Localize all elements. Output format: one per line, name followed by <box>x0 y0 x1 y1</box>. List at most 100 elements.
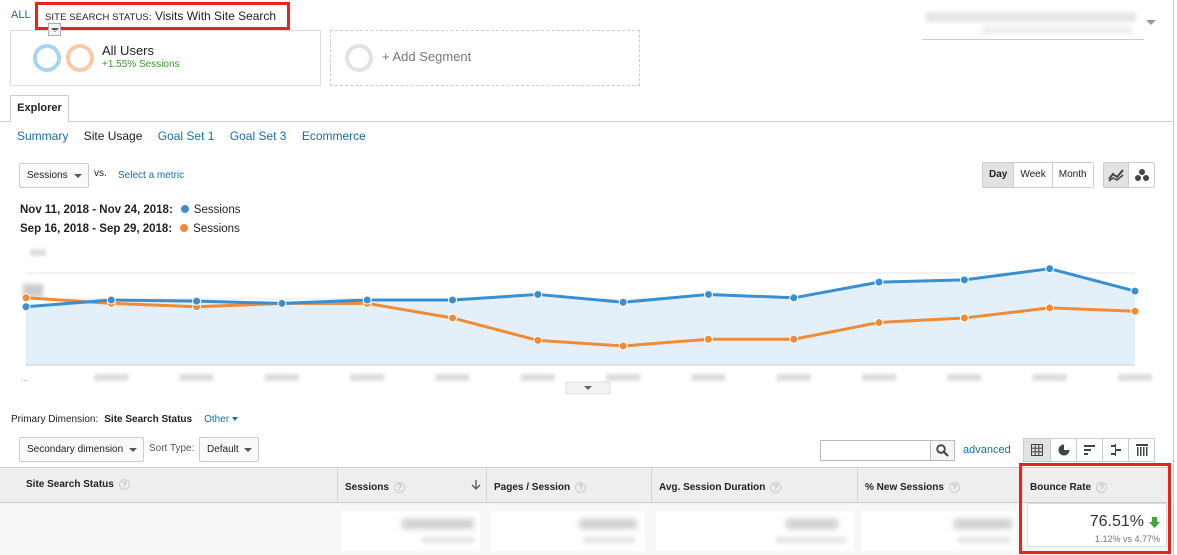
data-point <box>789 334 799 344</box>
subtab-summary[interactable]: Summary <box>17 129 69 143</box>
segment-ring-blue-icon <box>33 44 61 72</box>
segment-title: All Users <box>102 43 155 58</box>
data-point <box>789 293 799 303</box>
data-point <box>874 317 884 327</box>
chevron-down-icon <box>232 417 239 422</box>
subtab-goal-set-3[interactable]: Goal Set 3 <box>229 129 287 143</box>
subtab-goal-set-1[interactable]: Goal Set 1 <box>157 129 215 143</box>
data-point <box>1045 303 1055 313</box>
series-line <box>25 296 1136 348</box>
duration-total-cell <box>656 511 854 551</box>
legend-metric: Sessions <box>193 204 241 216</box>
data-point <box>959 313 969 323</box>
x-tick-label <box>947 374 982 381</box>
legend-range: Nov 11, 2018 - Nov 24, 2018: <box>20 204 173 216</box>
data-point <box>362 295 372 305</box>
arrow-down-icon <box>1149 517 1160 528</box>
segment-all-users[interactable]: All Users +1.55% Sessions <box>10 30 321 86</box>
percentage-view-button[interactable] <box>1050 439 1076 461</box>
sort-type-select[interactable]: Default <box>199 437 259 462</box>
month-button[interactable]: Month <box>1051 163 1093 187</box>
help-icon[interactable]: ? <box>1096 482 1108 493</box>
all-segments-link[interactable]: ALL <box>11 9 31 21</box>
line-chart-button[interactable] <box>1104 163 1130 187</box>
performance-view-button[interactable] <box>1076 439 1102 461</box>
x-tick-label <box>862 374 897 381</box>
data-point <box>874 277 884 287</box>
legend-item-previous: Sep 16, 2018 - Sep 29, 2018: Sessions <box>20 223 240 235</box>
data-view-button[interactable] <box>1024 439 1050 461</box>
x-tick-label <box>520 374 555 381</box>
other-dimension-link[interactable]: Other <box>204 414 230 425</box>
help-icon[interactable]: ? <box>393 482 405 493</box>
search-icon <box>936 444 949 457</box>
data-point <box>703 334 713 344</box>
column-bounce-rate[interactable]: Bounce Rate? <box>1022 468 1172 502</box>
data-point <box>1045 264 1055 274</box>
x-tick-label <box>1118 374 1152 381</box>
week-button[interactable]: Week <box>1013 163 1052 187</box>
legend-item-current: Nov 11, 2018 - Nov 24, 2018: Sessions <box>20 204 240 216</box>
pivot-view-button[interactable] <box>1128 439 1154 461</box>
metric-select[interactable]: Sessions <box>19 163 89 188</box>
legend-dot-orange-icon <box>180 224 189 232</box>
comparison-view-button[interactable] <box>1102 439 1128 461</box>
tab-explorer[interactable]: Explorer <box>10 95 69 122</box>
help-icon[interactable]: ? <box>948 482 960 493</box>
column-pages-per-session[interactable]: Pages / Session? <box>486 468 651 502</box>
column-sessions[interactable]: Sessions? <box>337 468 486 502</box>
help-icon[interactable]: ? <box>770 482 782 493</box>
motion-chart-button[interactable] <box>1129 163 1154 187</box>
column-avg-session-duration[interactable]: Avg. Session Duration? <box>651 468 857 502</box>
day-button[interactable]: Day <box>983 163 1014 187</box>
x-tick-label <box>350 374 385 381</box>
filter-value: Visits With Site Search <box>154 9 277 23</box>
add-segment-button[interactable]: + Add Segment <box>330 30 640 86</box>
site-search-status-filter[interactable]: SITE SEARCH STATUS: Visits With Site Sea… <box>35 2 290 37</box>
comparison-icon <box>1110 444 1121 456</box>
chevron-down-icon <box>244 448 252 452</box>
data-point <box>1130 286 1140 296</box>
x-tick-label <box>606 374 641 381</box>
table-search-input[interactable] <box>820 440 931 461</box>
explorer-subtabs: Summary Site Usage Goal Set 1 Goal Set 3… <box>17 129 378 143</box>
advanced-filter-link[interactable]: advanced <box>963 444 1011 456</box>
pages-total-cell <box>491 511 645 551</box>
sort-descending-icon <box>471 480 481 490</box>
data-point <box>21 293 31 303</box>
data-point <box>618 341 628 351</box>
pivot-icon <box>1135 444 1148 456</box>
filter-caption: SITE SEARCH STATUS: <box>45 12 152 23</box>
bounce-rate-total-cell: 76.51% 1.12% vs 4.77% <box>1027 503 1167 547</box>
column-site-search-status[interactable]: Site Search Status? <box>0 468 337 502</box>
secondary-dimension-label: Secondary dimension <box>27 444 124 455</box>
bounce-rate-value: 76.51% <box>1089 513 1144 530</box>
data-point <box>448 295 458 305</box>
date-range-picker[interactable] <box>922 12 1144 40</box>
y-tick-label <box>30 249 46 256</box>
primary-dimension-bar: Primary Dimension: Site Search Status Othe… <box>11 414 239 425</box>
secondary-dimension-select[interactable]: Secondary dimension <box>19 437 144 462</box>
select-metric-link[interactable]: Select a metric <box>118 170 185 181</box>
table-totals-row <box>0 503 1172 555</box>
date-range-caret-icon[interactable] <box>1146 20 1156 25</box>
x-tick-label <box>776 374 811 381</box>
sessions-total-cell <box>342 511 480 551</box>
vs-label: vs. <box>94 168 107 179</box>
add-segment-ring-icon <box>345 44 373 72</box>
x-tick-label: ... <box>21 373 29 383</box>
help-icon[interactable]: ? <box>118 479 130 490</box>
subtab-site-usage[interactable]: Site Usage <box>83 129 143 143</box>
sort-type-label: Sort Type: <box>149 443 195 454</box>
help-icon[interactable]: ? <box>575 482 587 493</box>
y-tick-label <box>23 284 43 297</box>
chart-type-buttons <box>1103 162 1155 188</box>
chevron-down-icon <box>584 386 592 390</box>
data-point <box>703 289 713 299</box>
table-search-button[interactable] <box>930 440 955 461</box>
tab-divider <box>0 121 1174 122</box>
primary-dimension-value[interactable]: Site Search Status <box>104 414 193 425</box>
pie-chart-icon <box>1058 444 1069 456</box>
subtab-ecommerce[interactable]: Ecommerce <box>301 129 366 143</box>
column-new-sessions[interactable]: % New Sessions? <box>857 468 1022 502</box>
